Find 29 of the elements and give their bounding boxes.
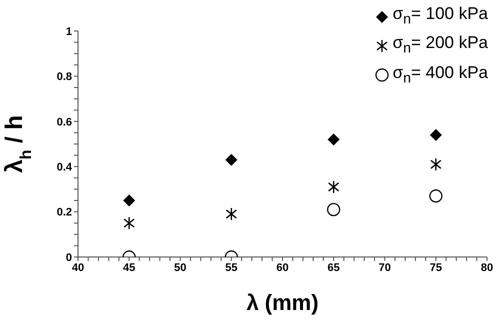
legend-label: σ$_{n}$= 100 kPa bbox=[392, 3, 488, 30]
point bbox=[123, 216, 135, 230]
x-tick-label: 75 bbox=[430, 262, 442, 274]
y-tick-label: 0.4 bbox=[56, 162, 73, 174]
legend-label: σ$_{n}$= 200 kPa bbox=[392, 32, 488, 59]
point bbox=[430, 128, 442, 141]
legend-label: σ$_{n}$= 400 kPa bbox=[392, 62, 488, 88]
x-tick-label: 40 bbox=[72, 262, 84, 274]
x-tick-label: 45 bbox=[123, 262, 136, 274]
point bbox=[430, 158, 442, 171]
x-axis-title: λ (mm) bbox=[246, 290, 319, 315]
point bbox=[429, 189, 442, 203]
point bbox=[327, 202, 340, 216]
point bbox=[225, 154, 238, 166]
x-tick-label: 65 bbox=[328, 262, 340, 274]
x-tick-label: 50 bbox=[174, 262, 186, 274]
y-tick-label: 1 bbox=[66, 26, 72, 38]
x-tick-label: 80 bbox=[480, 262, 494, 274]
x-tick-label: 60 bbox=[276, 262, 289, 274]
x-tick-label: 70 bbox=[378, 262, 391, 274]
point bbox=[328, 180, 340, 194]
point bbox=[328, 133, 340, 146]
y-tick-label: 0.6 bbox=[56, 116, 72, 128]
y-tick-label: 0 bbox=[66, 252, 72, 264]
point bbox=[226, 207, 238, 221]
point bbox=[123, 194, 136, 206]
x-tick-label: 55 bbox=[225, 262, 238, 274]
y-tick-label: 0.2 bbox=[56, 206, 72, 219]
y-tick-label: 0.8 bbox=[56, 71, 72, 84]
